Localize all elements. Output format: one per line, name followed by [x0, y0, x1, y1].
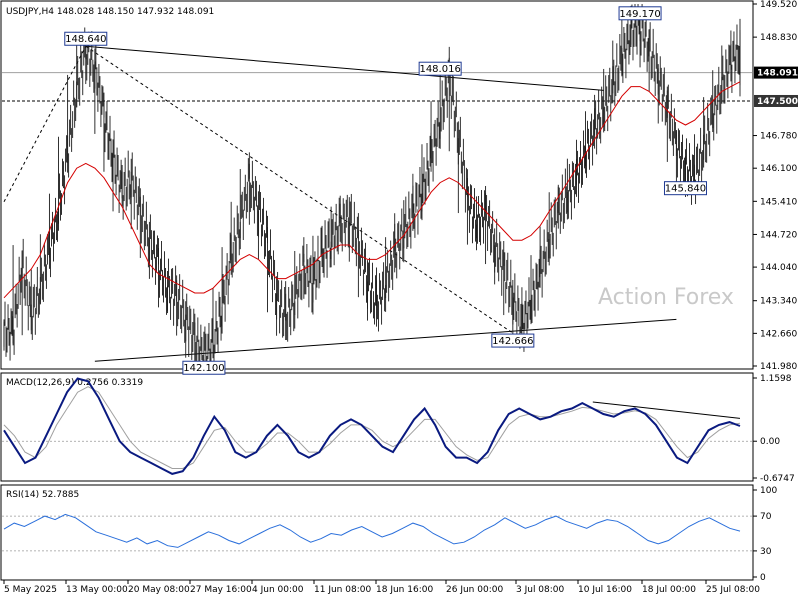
callout-label: 149.170	[619, 9, 660, 20]
callout-box	[491, 333, 535, 348]
price-tick-label: 149.520	[760, 0, 797, 10]
rsi-panel	[0, 484, 754, 581]
candles	[3, 4, 741, 375]
time-tick-label: 26 Jun 00:00	[446, 585, 503, 595]
macd-main-line	[3, 377, 741, 475]
rsi-lines	[2, 513, 752, 552]
callout-box	[618, 6, 662, 21]
callout-145840: 145.840	[663, 181, 707, 196]
macd-tick-label: -0.6747	[760, 474, 795, 484]
time-tick-label: 18 Jul 00:00	[642, 585, 696, 595]
time-tick-label: 10 Jul 16:00	[578, 585, 632, 595]
callout-142666: 142.666	[491, 333, 535, 348]
watermark: Action Forex	[598, 285, 734, 310]
price-header: USDJPY,H4 148.028 148.150 147.932 148.09…	[6, 7, 214, 17]
price-tick-label: 144.720	[760, 230, 797, 240]
rsi-tick-label: 100	[760, 486, 777, 496]
macd-lines	[2, 377, 752, 475]
rsi-header: RSI(14) 52.7885	[6, 490, 79, 500]
moving-average	[3, 81, 741, 299]
callout-box	[663, 181, 707, 196]
level-tag	[754, 94, 798, 107]
time-tick-label: 13 May 00:00	[66, 585, 128, 595]
time-tick-label: 3 Jul 08:00	[516, 585, 565, 595]
rsi-line	[3, 513, 741, 548]
macd-signal-line	[3, 386, 741, 469]
trendline-3	[85, 45, 514, 334]
callout-142100: 142.100	[182, 360, 226, 375]
price-panel	[0, 0, 754, 370]
time-tick-label: 5 May 2025	[4, 585, 57, 595]
callout-label: 148.640	[65, 34, 106, 45]
macd-tick-label: 0.00	[760, 437, 780, 447]
current-price-tag	[754, 66, 798, 79]
price-tick-label: 141.980	[760, 362, 797, 372]
price-tick-label: 143.340	[760, 297, 797, 307]
moving-average-line	[3, 81, 741, 299]
callout-148016: 148.016	[418, 61, 462, 76]
rsi-tick-label: 0	[760, 573, 766, 583]
time-tick-label: 11 Jun 08:00	[314, 585, 371, 595]
time-tick-label: 25 Jul 08:00	[706, 585, 760, 595]
callout-label: 145.840	[665, 184, 706, 195]
macd-trendline	[592, 401, 741, 419]
callout-box	[182, 360, 226, 375]
price-levels	[2, 72, 752, 102]
rsi-tick-label: 70	[760, 512, 772, 522]
macd-panel	[0, 372, 754, 482]
time-tick-label: 27 May 16:00	[190, 585, 252, 595]
callout-box	[418, 61, 462, 76]
price-tick-label: 146.100	[760, 164, 797, 174]
price-tick-label: 146.780	[760, 132, 797, 142]
current-price-label: 148.091	[757, 69, 798, 79]
price-callouts: 148.640 148.016 149.170 145.840 142.100 142.6…	[64, 6, 707, 375]
time-tick-label: 20 May 08:00	[128, 585, 190, 595]
time-tick-label: 4 Jun 00:00	[252, 585, 304, 595]
callout-148640: 148.640	[64, 31, 108, 46]
macd-tick-label: 1.1598	[760, 374, 792, 384]
callout-box	[64, 31, 108, 46]
price-tick-label: 148.830	[760, 33, 797, 43]
time-tick-label: 18 Jun 16:00	[376, 585, 433, 595]
callout-149170: 149.170	[618, 6, 662, 21]
macd-axis: 1.1598 0.00 -0.6747	[753, 374, 795, 484]
callout-label: 148.016	[419, 64, 460, 75]
trendline-2	[3, 46, 87, 203]
price-axis: 149.520 148.830 148.091 147.500 146.780 146.1…	[753, 0, 798, 372]
rsi-axis: 100 70 30 0	[753, 486, 777, 583]
callout-label: 142.666	[492, 336, 533, 347]
rsi-tick-label: 30	[760, 547, 772, 557]
price-tick-label: 142.660	[760, 329, 797, 339]
trendline-0	[85, 45, 604, 91]
time-axis: 5 May 2025 13 May 00:00 20 May 08:00 27 May…	[3, 580, 760, 595]
price-tick-label: 145.410	[760, 197, 797, 207]
callout-label: 142.100	[183, 363, 224, 374]
level-label: 147.500	[757, 97, 798, 107]
price-tick-label: 144.040	[760, 263, 797, 273]
